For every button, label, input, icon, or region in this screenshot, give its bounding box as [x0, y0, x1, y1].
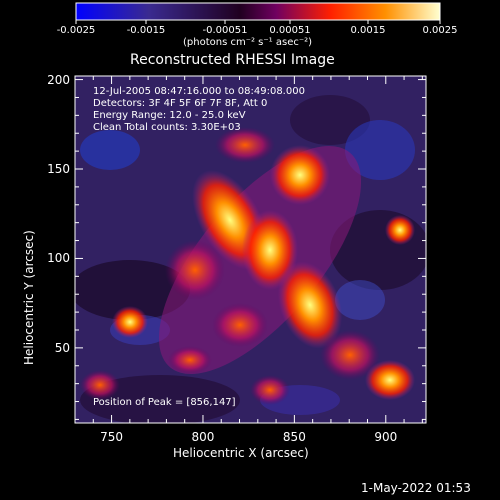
y-tick-label: 50: [54, 340, 70, 355]
rhessi-image: [75, 76, 426, 423]
plot-frame: [74, 75, 427, 424]
footer-date: 1-May-2022 01:53: [361, 481, 471, 495]
colorbar-tick-label: 0.0015: [350, 25, 386, 36]
colorbar-tick-label: 0.00051: [269, 25, 311, 36]
colorbar-tick-label: -0.00051: [202, 25, 248, 36]
colorbar-tick-label: -0.0025: [56, 25, 96, 36]
info-line: Energy Range: 12.0 - 25.0 keV: [93, 110, 246, 121]
y-axis-label: Heliocentric Y (arcsec): [22, 230, 36, 365]
colorbar-units: (photons cm⁻² s⁻¹ asec⁻²): [183, 37, 313, 48]
x-axis-label: Heliocentric X (arcsec): [173, 446, 309, 460]
colorbar: [76, 3, 440, 20]
peak-position-label: Position of Peak = [856,147]: [93, 397, 236, 408]
x-tick-label: 850: [282, 430, 306, 444]
info-line: Clean Total counts: 3.30E+03: [93, 122, 241, 133]
x-tick-label: 900: [374, 430, 398, 444]
info-line: 12-Jul-2005 08:47:16.000 to 08:49:08.000: [93, 86, 305, 97]
info-line: Detectors: 3F 4F 5F 6F 7F 8F, Att 0: [93, 98, 268, 109]
y-tick-label: 100: [47, 251, 70, 266]
x-tick-label: 800: [191, 430, 215, 444]
colorbar-tick-label: 0.0025: [422, 25, 458, 36]
x-tick-label: 750: [100, 430, 124, 444]
y-tick-label: 200: [47, 72, 70, 87]
plot-title: Reconstructed RHESSI Image: [130, 52, 335, 68]
colorbar-tick-label: -0.0015: [126, 25, 166, 36]
observation-info: 12-Jul-2005 08:47:16.000 to 08:49:08.000…: [93, 86, 305, 134]
y-tick-label: 150: [47, 162, 70, 176]
